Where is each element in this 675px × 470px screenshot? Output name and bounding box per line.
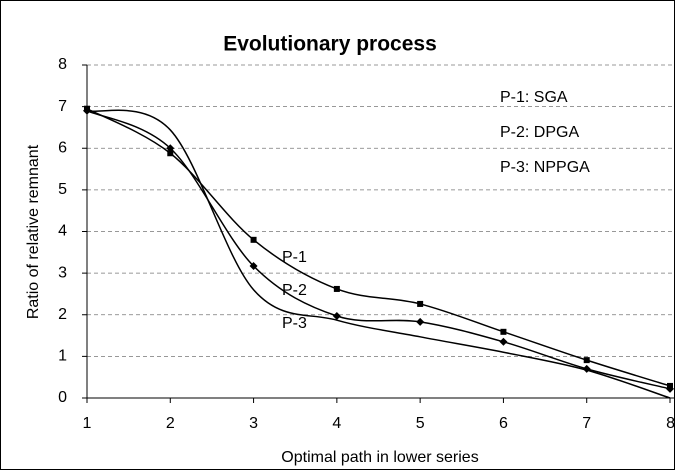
series-label: P-2 (282, 282, 307, 299)
x-tick-label: 7 (582, 415, 591, 432)
series-label: P-1 (282, 249, 307, 266)
marker (583, 357, 590, 364)
chart-title: Evolutionary process (223, 33, 437, 56)
series-label: P-3 (282, 315, 307, 332)
series-line (86, 109, 671, 399)
marker (333, 285, 340, 292)
x-tick-label: 5 (416, 415, 425, 432)
x-tick-label: 1 (83, 415, 92, 432)
marker (500, 328, 507, 335)
y-tick-label: 8 (58, 56, 67, 73)
marker (416, 317, 425, 326)
x-tick-label: 2 (166, 415, 175, 432)
marker (250, 236, 257, 243)
marker (417, 300, 424, 307)
y-tick-label: 5 (58, 181, 67, 198)
marker (332, 311, 341, 320)
series-line (86, 110, 671, 390)
marker (166, 144, 175, 153)
y-tick-label: 2 (58, 306, 67, 323)
y-tick-label: 0 (58, 389, 67, 406)
y-tick-label: 3 (58, 264, 67, 281)
marker (499, 337, 508, 346)
series-line (86, 108, 671, 387)
marker (167, 150, 174, 157)
x-tick-label: 3 (249, 415, 258, 432)
y-tick-label: 1 (58, 348, 67, 365)
x-tick-label: 6 (499, 415, 508, 432)
x-tick-label: 8 (666, 415, 675, 432)
y-tick-label: 7 (58, 98, 67, 115)
y-tick-label: 6 (58, 139, 67, 156)
y-tick-label: 4 (58, 223, 67, 240)
y-axis-label: Ratio of relative remnant (25, 144, 42, 319)
x-tick-label: 4 (332, 415, 341, 432)
marker (249, 262, 258, 271)
x-axis-label: Optimal path in lower series (281, 449, 478, 466)
legend-note: P-2: DPGA (500, 124, 579, 141)
marker (666, 384, 674, 393)
legend-note: P-3: NPPGA (500, 159, 590, 176)
legend-note: P-1: SGA (500, 89, 568, 106)
